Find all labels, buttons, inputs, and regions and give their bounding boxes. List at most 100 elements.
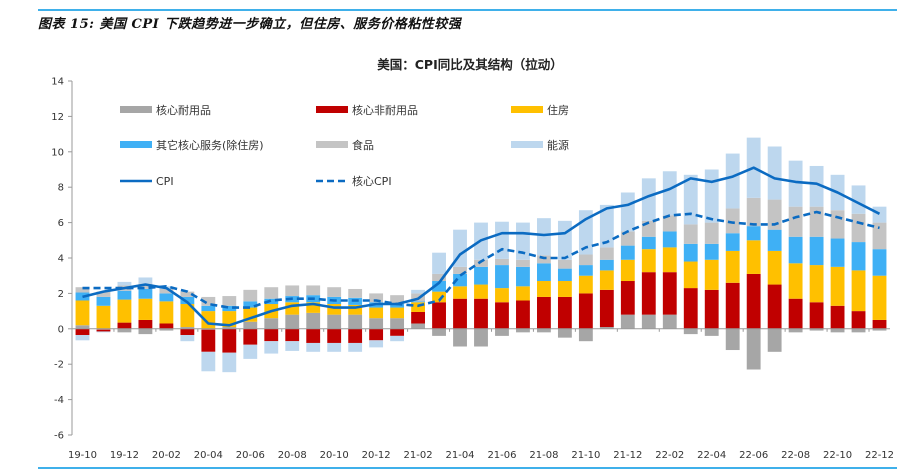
legend-item-core-nondurables: 核心非耐用品 — [316, 103, 418, 117]
bar-segment-energy — [872, 206, 887, 223]
legend-item-core-cpi: 核心CPI — [316, 174, 392, 188]
bar-segment-core-nondurables — [495, 302, 509, 329]
bar-segment-housing — [662, 247, 677, 273]
legend-swatch — [511, 141, 543, 148]
bar-segment-other-core-services — [117, 290, 132, 300]
bar-segment-housing — [390, 307, 405, 319]
bar-segment-core-nondurables — [662, 272, 677, 315]
bar-segment-food — [474, 259, 488, 267]
bar-segment-core-nondurables — [557, 296, 572, 329]
bar-segment-other-core-services — [264, 298, 279, 305]
bar-segment-food — [180, 291, 195, 297]
x-tick-label: 21-06 — [487, 450, 516, 461]
bar-segment-core-durables — [327, 314, 342, 329]
bar-segment-other-core-services — [201, 305, 216, 312]
y-tick-label: -6 — [54, 431, 64, 442]
bar-segment-core-durables — [348, 314, 363, 329]
bar-segment-other-core-services — [683, 243, 698, 262]
y-tick-label: 2 — [58, 289, 64, 300]
bar-segment-other-core-services — [788, 236, 803, 264]
bar-segment-core-nondurables — [432, 302, 446, 329]
bar-segment-energy — [75, 334, 90, 341]
legend-label: 核心CPI — [352, 174, 392, 188]
bar-segment-housing — [159, 301, 174, 324]
y-tick-label: 10 — [51, 147, 64, 158]
x-tick-label: 20-12 — [362, 450, 391, 461]
legend-label: 住房 — [547, 103, 569, 117]
bar-segment-other-core-services — [138, 288, 153, 299]
bar-segment-housing — [809, 265, 824, 303]
bar-segment-core-durables — [474, 328, 488, 347]
bar-segment-energy — [599, 204, 614, 248]
bar-segment-other-core-services — [222, 305, 237, 312]
bar-segment-core-nondurables — [75, 328, 90, 335]
bar-segment-core-nondurables — [306, 328, 321, 343]
bar-segment-other-core-services — [495, 265, 509, 289]
bar-segment-core-nondurables — [180, 328, 195, 335]
bar-segment-energy — [788, 160, 803, 207]
x-tick-label: 22-02 — [655, 450, 684, 461]
bar-segment-housing — [96, 305, 111, 329]
x-tick-label: 19-10 — [68, 450, 97, 461]
bar-segment-energy — [327, 342, 342, 352]
x-tick-label: 21-02 — [404, 450, 433, 461]
bar-segment-energy — [411, 289, 425, 294]
bar-segment-housing — [411, 302, 425, 312]
bar-segment-other-core-services — [767, 229, 782, 251]
bar-segment-other-core-services — [474, 266, 488, 285]
line-cpi — [82, 166, 881, 327]
bar-segment-other-core-services — [599, 259, 614, 271]
figure-caption: 图表 15: 美国 CPI 下跌趋势进一步确立，但住房、服务价格粘性较强 — [38, 17, 462, 32]
bar-segment-housing — [306, 302, 321, 313]
bar-segment-core-durables — [432, 328, 446, 336]
bar-segment-housing — [117, 299, 132, 323]
bar-segment-housing — [641, 249, 656, 273]
bar-segment-food — [537, 255, 551, 264]
bar-segment-other-core-services — [159, 293, 174, 302]
y-tick-label: 12 — [51, 112, 64, 123]
bar-segment-food — [683, 224, 698, 244]
x-tick-label: 20-08 — [278, 450, 307, 461]
bar-segment-energy — [243, 344, 258, 359]
bar-segment-housing — [537, 281, 551, 297]
legend-label: 其它核心服务(除住房) — [156, 138, 264, 152]
bar-segment-food — [495, 258, 509, 266]
bar-segment-core-durables — [599, 327, 614, 329]
chart-title: 美国：CPI同比及其结构（拉动） — [377, 57, 563, 72]
bar-segment-food — [432, 273, 446, 282]
bar-segment-other-core-services — [390, 304, 405, 308]
line-core-cpi — [82, 210, 880, 309]
x-tick-label: 21-12 — [613, 450, 642, 461]
bar-segment-other-core-services — [830, 238, 845, 267]
bar-segment-core-nondurables — [704, 289, 719, 329]
bar-segment-housing — [180, 304, 195, 328]
bar-segment-other-core-services — [96, 296, 111, 306]
bar-segment-food — [851, 213, 866, 243]
bar-segment-core-durables — [872, 328, 887, 331]
bar-segment-core-durables — [264, 318, 279, 329]
bar-segment-food — [662, 215, 677, 232]
bar-segment-energy — [809, 165, 824, 207]
bar-segment-other-core-services — [180, 296, 195, 305]
bar-segment-food — [557, 259, 572, 269]
bar-segment-other-core-services — [537, 263, 551, 282]
bar-segment-energy — [557, 220, 572, 260]
bar-segment-food — [348, 288, 363, 298]
bar-segment-food — [96, 291, 111, 297]
bar-segment-other-core-services — [411, 301, 425, 303]
bar-segment-core-nondurables — [138, 319, 153, 329]
bar-segment-core-nondurables — [285, 328, 300, 342]
bar-segment-food — [872, 222, 887, 250]
bar-segment-core-nondurables — [159, 323, 174, 329]
bar-segment-food — [327, 287, 342, 297]
legend-item-food: 食品 — [316, 138, 374, 152]
x-tick-label: 20-06 — [236, 450, 265, 461]
bar-segment-energy — [537, 218, 551, 256]
bar-segment-core-nondurables — [222, 328, 237, 353]
bar-segment-core-nondurables — [620, 281, 635, 315]
bar-segment-core-durables — [222, 327, 237, 329]
x-tick-label: 22-06 — [739, 450, 768, 461]
x-tick-label: 19-12 — [110, 450, 139, 461]
bar-segment-core-nondurables — [578, 293, 593, 329]
bar-segment-other-core-services — [557, 268, 572, 282]
